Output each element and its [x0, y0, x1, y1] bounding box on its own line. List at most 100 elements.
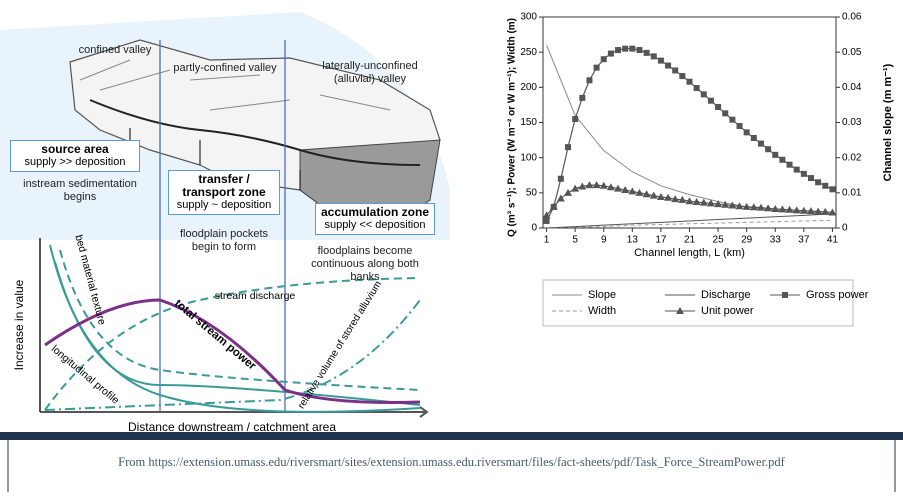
x-tick-label: 5: [572, 235, 578, 246]
marker: [665, 63, 671, 69]
curve-label: total stream power: [172, 298, 258, 373]
legend-label: Slope: [588, 289, 616, 301]
marker: [737, 123, 743, 129]
zone-note: instream sedimentation begins: [20, 178, 140, 204]
y2-tick-label: 0: [842, 223, 848, 234]
curve-label: longitudinal profile: [49, 343, 122, 407]
legend-label: Gross power: [806, 289, 869, 301]
marker: [787, 162, 793, 168]
marker: [679, 73, 685, 79]
marker: [687, 79, 693, 85]
x-tick-label: 1: [544, 235, 550, 246]
zone-subtitle: supply >> deposition: [25, 156, 126, 168]
y-tick-label: 250: [520, 47, 537, 58]
marker: [815, 179, 821, 185]
zone-subtitle: supply ~ deposition: [177, 199, 271, 211]
series-line: [547, 45, 833, 214]
legend-label: Unit power: [701, 305, 754, 317]
y2-tick-label: 0.03: [842, 117, 862, 128]
y-tick-label: 200: [520, 82, 537, 93]
marker: [629, 46, 635, 52]
legend-box: [543, 280, 853, 326]
marker: [544, 218, 550, 224]
y-tick-label: 100: [520, 152, 537, 163]
marker: [601, 56, 607, 62]
marker: [701, 91, 707, 97]
marker: [636, 47, 642, 53]
x-tick-label: 21: [684, 235, 696, 246]
legend-label: Discharge: [701, 289, 751, 301]
y2-axis-label: Channel slope (m m⁻¹): [882, 63, 894, 181]
y2-tick-label: 0.01: [842, 187, 862, 198]
x-tick-label: 29: [741, 235, 753, 246]
y2-tick-label: 0.04: [842, 82, 862, 93]
axis-label: Distance downstream / catchment area: [128, 420, 336, 434]
x-axis-label: Channel length, L (km): [634, 247, 745, 259]
x-tick-label: 41: [827, 235, 839, 246]
series-line: [547, 49, 833, 221]
marker: [708, 98, 714, 104]
y-tick-label: 0: [531, 223, 537, 234]
marker: [564, 189, 572, 196]
curve-label: relative volume of stored alluvium: [296, 279, 384, 411]
x-tick-label: 13: [627, 235, 639, 246]
y2-tick-label: 0.06: [842, 12, 862, 23]
canvas: Increase in value Distance downstream / …: [0, 0, 903, 500]
zone-title: transfer / transport zone: [173, 173, 275, 199]
series-line: [547, 214, 833, 228]
marker: [558, 176, 564, 182]
marker: [694, 85, 700, 91]
zone-subtitle: supply << deposition: [325, 219, 426, 231]
marker: [801, 171, 807, 177]
marker: [586, 77, 592, 83]
marker: [551, 204, 557, 210]
y-tick-label: 300: [520, 12, 537, 23]
marker: [579, 95, 585, 101]
source-footer: From https://extension.umass.edu/riversm…: [0, 455, 903, 470]
valley-label: laterally-unconfined (alluvial) valley: [305, 60, 435, 86]
marker: [822, 183, 828, 189]
marker: [608, 51, 614, 57]
x-tick-label: 33: [770, 235, 782, 246]
zone-note: floodplain pockets begin to form: [168, 228, 280, 254]
marker: [782, 292, 788, 298]
x-tick-label: 25: [713, 235, 725, 246]
y2-tick-label: 0.02: [842, 152, 862, 163]
marker: [751, 135, 757, 141]
page: Increase in value Distance downstream / …: [0, 0, 903, 500]
marker: [565, 144, 571, 150]
marker: [729, 117, 735, 123]
marker: [779, 157, 785, 163]
legend-label: Width: [588, 305, 616, 317]
x-tick-label: 9: [601, 235, 607, 246]
curve-label: bed material texture: [72, 234, 108, 327]
marker: [772, 152, 778, 158]
zone-box: accumulation zonesupply << deposition: [315, 203, 435, 235]
marker: [594, 65, 600, 71]
marker: [765, 146, 771, 152]
marker: [808, 175, 814, 181]
marker: [651, 53, 657, 59]
marker: [622, 46, 628, 52]
valley-label: confined valley: [60, 44, 170, 57]
y2-tick-label: 0.05: [842, 47, 862, 58]
zone-title: source area: [15, 143, 135, 156]
marker: [744, 129, 750, 135]
zone-note: floodplains become continuous along both…: [300, 245, 430, 284]
marker: [658, 58, 664, 64]
marker: [722, 110, 728, 116]
marker: [829, 186, 835, 192]
curve-label: stream discharge: [215, 290, 296, 302]
y-tick-label: 50: [526, 187, 538, 198]
marker: [572, 116, 578, 122]
plot-frame: [543, 17, 836, 228]
x-tick-label: 37: [798, 235, 810, 246]
y-tick-label: 150: [520, 117, 537, 128]
marker: [715, 104, 721, 110]
valley-label: partly-confined valley: [165, 62, 285, 75]
marker: [758, 141, 764, 147]
axis-label: Increase in value: [12, 279, 26, 370]
marker: [794, 167, 800, 173]
